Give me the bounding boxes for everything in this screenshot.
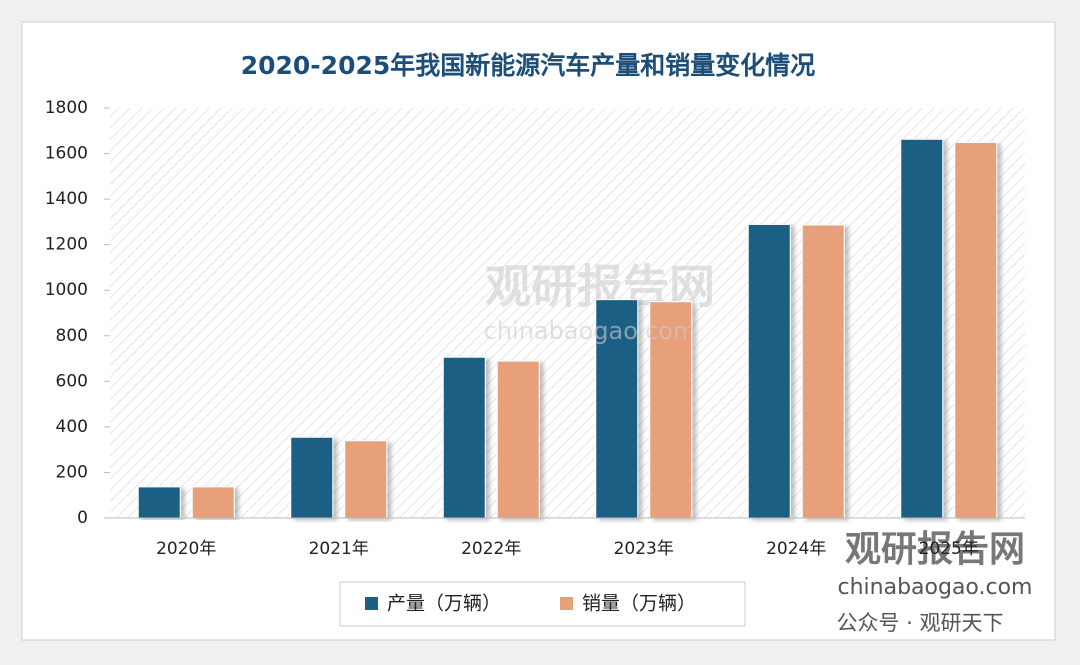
x-tick-label: 2023年: [614, 539, 674, 559]
legend: [339, 581, 746, 627]
watermark: chinabaogao.com: [484, 317, 697, 345]
legend-label: 销量（万辆）: [582, 593, 696, 615]
plot-area: [110, 108, 1025, 518]
bar: [649, 301, 693, 519]
y-tick-label: 1600: [45, 144, 88, 164]
y-tick-label: 400: [56, 417, 88, 437]
y-tick-label: 600: [56, 371, 88, 391]
y-tick-label: 1200: [45, 235, 88, 255]
x-tick-label: 2021年: [309, 539, 369, 559]
watermark: 公众号 · 观研天下: [836, 611, 1003, 635]
bar: [747, 223, 791, 519]
y-tick-label: 1000: [45, 280, 88, 300]
bar: [344, 440, 388, 519]
x-tick-label: 2025年: [919, 539, 979, 559]
bar: [954, 141, 998, 519]
chart-title: 2020-2025年我国新能源汽车产量和销量变化情况: [241, 51, 816, 80]
y-tick-label: 1400: [45, 189, 88, 209]
x-tick-label: 2024年: [766, 539, 826, 559]
x-tick-label: 2020年: [156, 539, 216, 559]
legend-swatch: [560, 597, 573, 610]
bar: [290, 436, 334, 519]
watermark: chinabaogao.com: [838, 575, 1033, 600]
bar: [801, 224, 845, 519]
bar: [442, 356, 486, 519]
bar: [496, 360, 540, 519]
watermark: 观研报告网: [845, 529, 1025, 570]
bar: [191, 486, 235, 519]
bar: [900, 138, 944, 519]
y-tick-label: 200: [56, 462, 88, 482]
legend-swatch: [365, 597, 378, 610]
bar: [137, 486, 181, 519]
bar: [595, 299, 639, 519]
y-tick-label: 1800: [45, 98, 88, 118]
y-tick-label: 800: [56, 326, 88, 346]
x-tick-label: 2022年: [461, 539, 521, 559]
legend-label: 产量（万辆）: [387, 593, 501, 615]
y-tick-label: 0: [77, 508, 88, 528]
